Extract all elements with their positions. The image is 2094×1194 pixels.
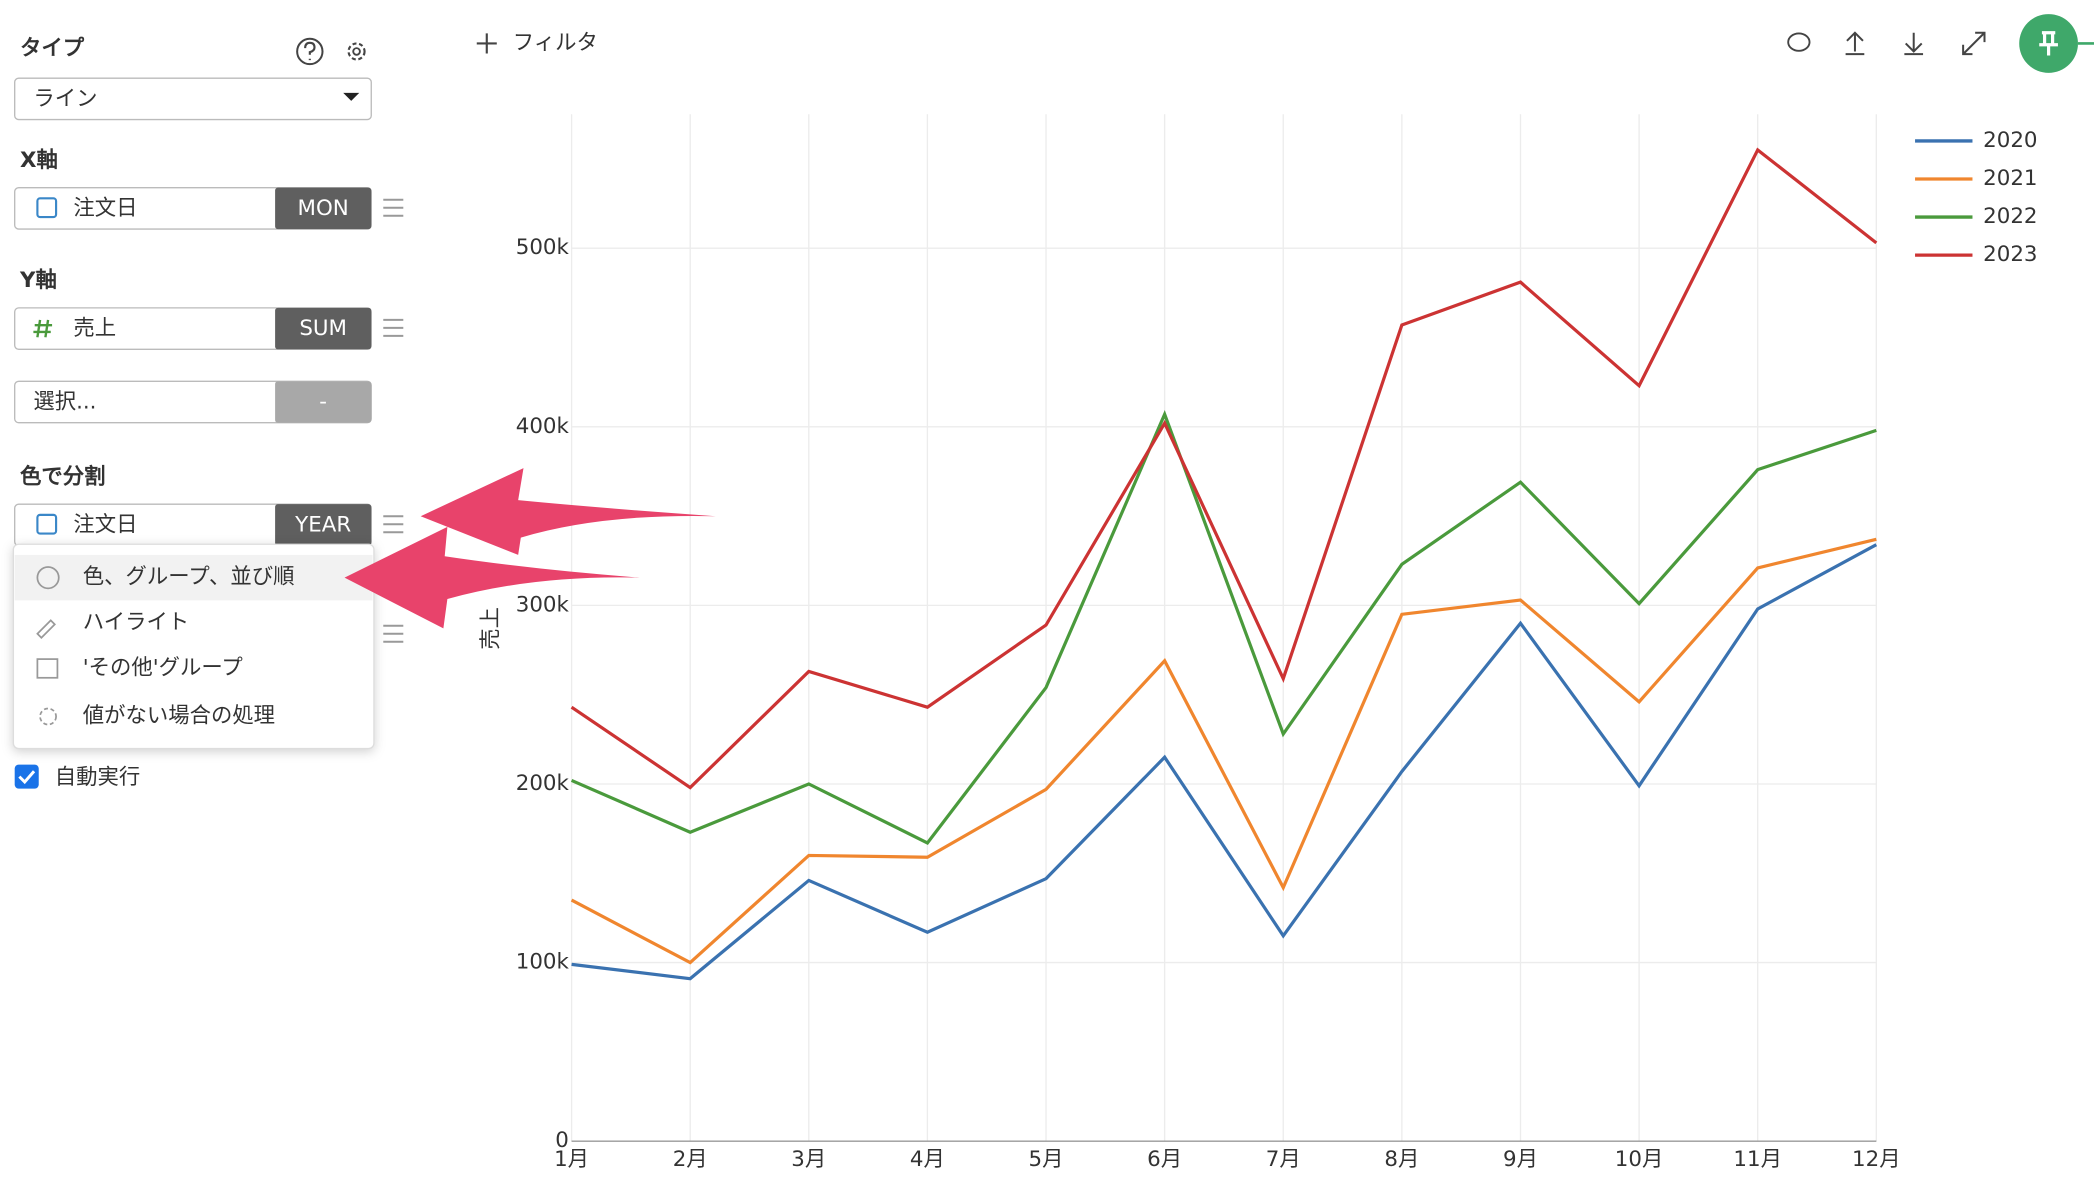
select-caret <box>343 92 360 101</box>
x-agg-box[interactable] <box>275 187 372 230</box>
add-icon <box>476 33 497 54</box>
chart: 1月 2月 3月 4月 5月 6月 7月 8月 9月 10月 11月 12月 0 100k 200k 300k… <box>478 114 2038 1172</box>
pin-glyph <box>2039 31 2058 56</box>
group-icon <box>36 658 59 679</box>
auto-run-label: 自動実行 <box>55 765 140 790</box>
x-agg: MON <box>298 196 349 221</box>
y-tick-label: 200k <box>516 771 570 796</box>
y-tick-label: 500k <box>516 235 570 260</box>
menu-item[interactable]: 'その他'グループ <box>83 655 244 680</box>
highlight-icon <box>36 619 56 639</box>
y-agg: SUM <box>299 316 347 341</box>
y-agg-box[interactable] <box>275 307 372 350</box>
settings-icon[interactable] <box>347 42 366 61</box>
drag-handle[interactable] <box>383 515 404 534</box>
gear-icon <box>39 707 57 726</box>
x-tick-label: 12月 <box>1852 1147 1901 1172</box>
series-line <box>570 537 1877 965</box>
x-tick-label: 6月 <box>1147 1147 1182 1172</box>
download-icon[interactable] <box>1904 32 1924 56</box>
x-tick-label: 1月 <box>554 1147 589 1172</box>
help-icon[interactable] <box>296 37 324 66</box>
comment-icon[interactable] <box>1787 32 1811 52</box>
y-axis-title: 売上 <box>478 607 503 650</box>
legend-label: 2022 <box>1983 204 2037 229</box>
settings-hub <box>352 47 361 56</box>
legend-label: 2023 <box>1983 242 2037 267</box>
auto-run-checkbox[interactable] <box>14 764 39 789</box>
color-field-name: 注文日 <box>73 513 137 538</box>
drag-handle[interactable] <box>383 198 404 217</box>
extra-agg: - <box>319 390 327 415</box>
x-tick-label: 8月 <box>1384 1147 1419 1172</box>
y-tick-label: 400k <box>516 414 570 439</box>
x-tick-label: 10月 <box>1615 1147 1664 1172</box>
color-label: 色で分割 <box>20 463 105 489</box>
x-tick-label: 9月 <box>1503 1147 1538 1172</box>
check-mark <box>18 770 36 785</box>
extra-agg-box[interactable] <box>275 381 372 423</box>
drag-handle[interactable] <box>383 624 404 643</box>
series-line <box>571 543 1878 981</box>
y-tick-label: 300k <box>516 592 570 617</box>
y-tick-label: 100k <box>516 950 570 975</box>
type-label: タイプ <box>20 36 85 61</box>
x-tick-label: 3月 <box>791 1147 826 1172</box>
x-tick-label: 5月 <box>1029 1147 1064 1172</box>
legend-label: 2020 <box>1983 128 2037 153</box>
color-agg: YEAR <box>294 513 351 538</box>
palette-icon <box>36 566 60 590</box>
y-field-name: 売上 <box>73 316 116 341</box>
y-tick-label: 0 <box>555 1128 569 1153</box>
x-field-name: 注文日 <box>73 196 137 221</box>
series-line <box>570 147 1878 790</box>
menu-highlight <box>14 554 373 601</box>
calendar-icon <box>36 513 58 535</box>
upload-icon[interactable] <box>1845 31 1865 56</box>
menu-item[interactable]: ハイライト <box>83 610 189 635</box>
legend-label: 2021 <box>1983 166 2037 191</box>
expand-icon[interactable] <box>1962 31 1986 56</box>
filter-button[interactable]: フィルタ <box>513 30 598 55</box>
extra-placeholder: 選択... <box>33 390 96 415</box>
menu-item[interactable]: 色、グループ、並び順 <box>83 565 295 590</box>
x-tick-label: 11月 <box>1733 1147 1782 1172</box>
x-tick-label: 7月 <box>1266 1147 1301 1172</box>
annotation-arrow <box>420 468 716 555</box>
help-glyph <box>304 41 316 61</box>
x-tick-label: 4月 <box>910 1147 945 1172</box>
calendar-icon <box>36 197 58 219</box>
drag-handle[interactable] <box>383 318 404 337</box>
number-icon <box>33 319 53 338</box>
y-label: Y軸 <box>19 267 57 293</box>
type-select[interactable] <box>14 77 372 121</box>
series-line <box>570 409 1877 845</box>
annotation-arrow <box>344 526 640 629</box>
menu-item[interactable]: 値がない場合の処理 <box>83 704 275 729</box>
x-label: X軸 <box>20 147 58 173</box>
x-tick-label: 2月 <box>673 1147 708 1172</box>
type-value: ライン <box>33 87 97 112</box>
color-agg-box[interactable] <box>275 504 372 546</box>
